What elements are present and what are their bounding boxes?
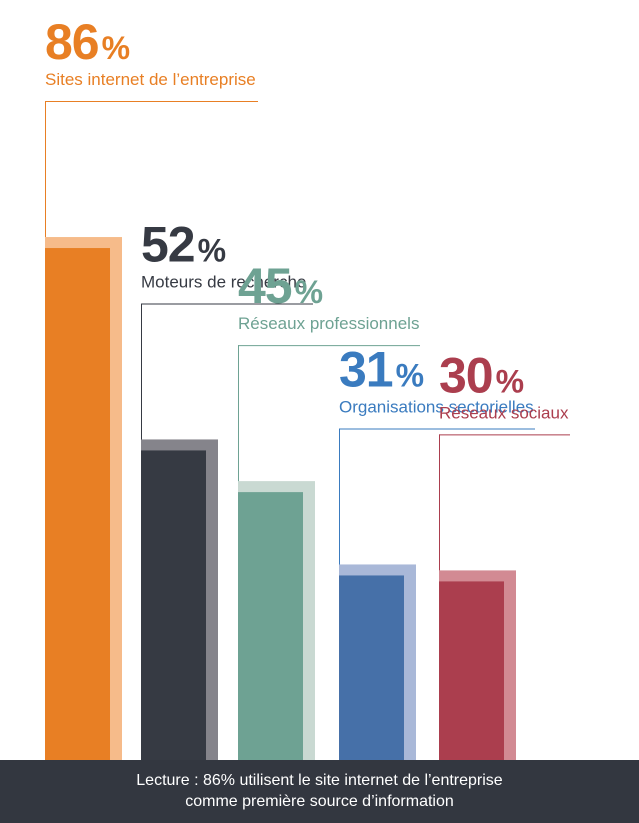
reading-note-line-1: Lecture : 86% utilisent le site internet… xyxy=(136,772,503,789)
reading-note: Lecture : 86% utilisent le site internet… xyxy=(0,760,639,823)
value-unit: % xyxy=(496,363,524,399)
value-label: 52% xyxy=(141,216,226,272)
value-unit: % xyxy=(102,30,130,66)
value-label: 30% xyxy=(439,347,524,403)
value-label: 86% xyxy=(45,14,130,70)
category-label: Organisations sectorielles xyxy=(339,397,534,416)
bar xyxy=(238,492,303,760)
category-label: Réseaux sociaux xyxy=(439,403,569,422)
bar xyxy=(45,248,110,760)
bar xyxy=(439,581,504,760)
category-label: Sites internet de l’entreprise xyxy=(45,70,256,89)
value-label: 31% xyxy=(339,341,424,397)
category-label: Moteurs de recherche xyxy=(141,272,306,291)
category-label: Réseaux professionnels xyxy=(238,314,419,333)
bar-chart: 86%Sites internet de l’entreprise 52%Mote… xyxy=(45,14,570,760)
value-unit: % xyxy=(198,232,226,268)
bar xyxy=(339,575,404,760)
bar xyxy=(141,450,206,760)
value-unit: % xyxy=(295,274,323,310)
reading-note-line-2: comme première source d’information xyxy=(185,793,454,810)
value-label: 45% xyxy=(238,258,323,314)
value-unit: % xyxy=(396,357,424,393)
